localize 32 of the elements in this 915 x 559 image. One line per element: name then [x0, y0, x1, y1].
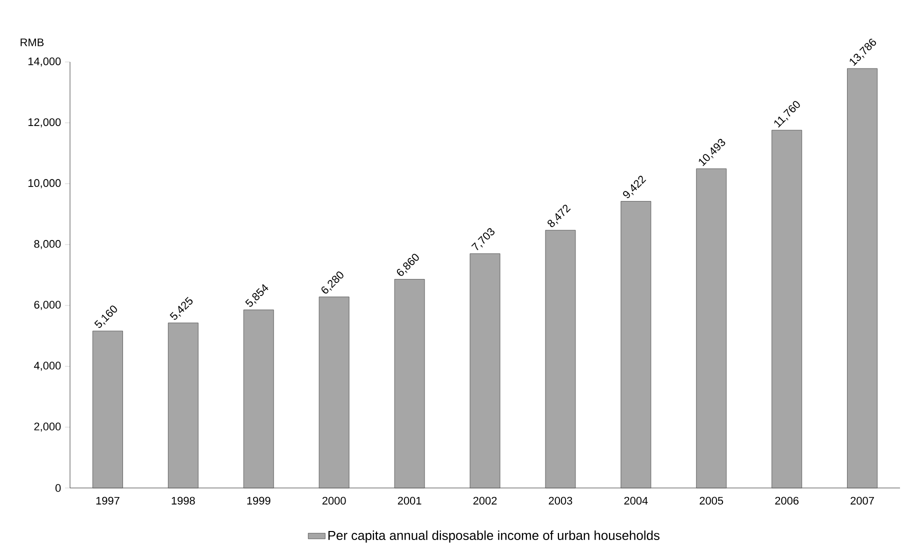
y-tick-label: 14,000 [28, 57, 61, 67]
y-tick-label: 12,000 [28, 118, 61, 128]
x-tick-label: 2006 [775, 496, 799, 505]
bar [318, 296, 350, 488]
bar [772, 130, 802, 488]
y-tick-label: 8,000 [34, 240, 61, 250]
legend-label: Per capita annual disposable income of urban households [328, 530, 660, 543]
bar [470, 253, 500, 488]
x-tick-label: 2004 [624, 496, 648, 505]
bar [92, 330, 123, 488]
x-tick-label: 2007 [850, 496, 874, 505]
bar [847, 68, 878, 488]
y-tick-label: 0 [55, 484, 61, 492]
y-tick-label: 6,000 [34, 300, 61, 310]
x-tick-label: 2005 [700, 496, 724, 505]
bar [545, 230, 576, 488]
bar [243, 310, 274, 488]
x-tick-label: 1999 [247, 496, 270, 505]
x-tick-label: 2001 [398, 496, 422, 505]
bar [620, 201, 652, 488]
x-tick-label: 1997 [96, 496, 120, 505]
x-tick-label: 2003 [548, 496, 572, 505]
y-tick-label: 10,000 [28, 179, 61, 188]
y-axis-title: RMB [20, 38, 44, 46]
x-tick-label: 2000 [322, 496, 346, 505]
bar [394, 279, 425, 488]
y-tick-label: 4,000 [34, 362, 61, 371]
x-tick-label: 1998 [172, 496, 195, 505]
bar [168, 322, 198, 488]
y-tick-label: 2,000 [34, 422, 61, 432]
bar [696, 168, 727, 488]
x-tick-label: 2002 [473, 496, 497, 505]
